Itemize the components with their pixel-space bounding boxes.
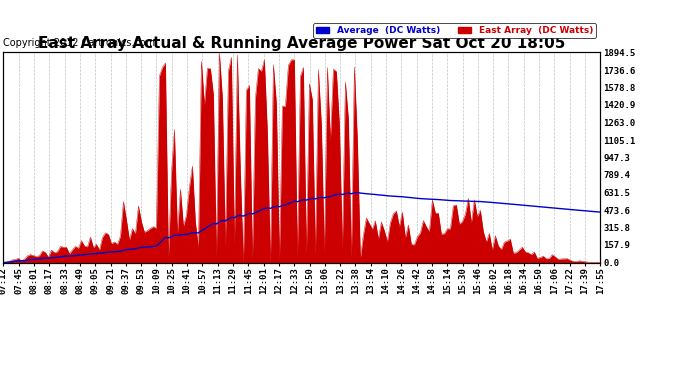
Text: Copyright 2012 Cartronics.com: Copyright 2012 Cartronics.com: [3, 38, 155, 48]
Title: East Array Actual & Running Average Power Sat Oct 20 18:05: East Array Actual & Running Average Powe…: [38, 36, 566, 51]
Legend: Average  (DC Watts), East Array  (DC Watts): Average (DC Watts), East Array (DC Watts…: [313, 23, 595, 38]
